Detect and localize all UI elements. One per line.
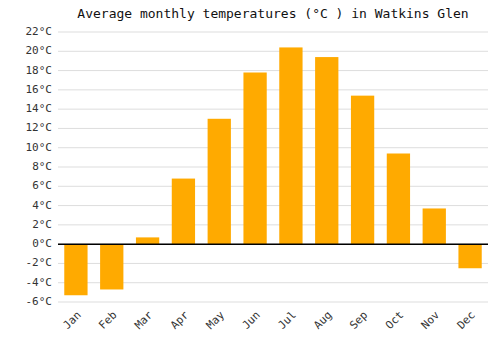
grid-line	[58, 244, 488, 245]
background	[0, 0, 500, 350]
y-tick-label: 14°C	[26, 102, 53, 115]
grid-line	[58, 89, 488, 90]
bars	[64, 47, 481, 295]
y-tick-label: 16°C	[26, 83, 53, 96]
y-tick-label: 10°C	[26, 141, 53, 154]
chart-svg: -6°C -4°C -2°C 0°C 2°C 4°C 6°C 8°C 10°C 12°C 14°C 1…	[0, 0, 500, 350]
grid-line	[58, 70, 488, 71]
grid-line	[58, 128, 488, 129]
bar	[100, 244, 123, 289]
bar	[315, 57, 338, 244]
x-tick-label: Nov	[419, 308, 443, 332]
grid-line	[58, 302, 488, 303]
x-tick-label: Jun	[240, 309, 263, 332]
x-tick-label: Jan	[60, 309, 83, 332]
bar	[64, 244, 87, 295]
bar	[243, 73, 266, 245]
grid-line	[58, 147, 488, 148]
x-tick-label: Jul	[275, 309, 298, 332]
y-tick-label: -2°C	[26, 256, 53, 269]
x-tick-label: Sep	[347, 309, 370, 332]
x-tick-label: May	[204, 308, 228, 332]
y-tick-label: 18°C	[26, 64, 53, 77]
bar	[387, 154, 410, 245]
grid-line	[58, 186, 488, 187]
x-tick-label: Oct	[383, 309, 406, 332]
grid-line	[58, 51, 488, 52]
y-tick-label: 8°C	[32, 160, 52, 173]
y-tick-label: 12°C	[26, 121, 53, 134]
x-axis: Jan Feb Mar Apr May Jun Jul Aug Sep Oct Nov Dec	[60, 308, 477, 332]
chart-container: -6°C -4°C -2°C 0°C 2°C 4°C 6°C 8°C 10°C 12°C 14°C 1…	[0, 0, 500, 350]
bar	[136, 237, 159, 244]
y-tick-label: 0°C	[32, 237, 52, 250]
grid-line	[58, 167, 488, 168]
y-axis: -6°C -4°C -2°C 0°C 2°C 4°C 6°C 8°C 10°C 12°C 14°C 1…	[26, 25, 53, 308]
x-tick-label: Aug	[311, 309, 334, 332]
grid-line	[58, 109, 488, 110]
x-tick-label: Feb	[96, 309, 119, 332]
grid	[58, 32, 488, 302]
y-tick-label: 22°C	[26, 25, 53, 38]
zero-line	[58, 243, 488, 245]
grid-line	[58, 32, 488, 33]
bar	[458, 244, 481, 268]
x-tick-label: Apr	[168, 308, 192, 332]
bar	[351, 96, 374, 245]
y-tick-label: -6°C	[26, 295, 53, 308]
y-tick-label: 20°C	[26, 44, 53, 57]
y-tick-label: -4°C	[26, 276, 53, 289]
title: Average monthly temperatures (°C ) in Wa…	[77, 6, 468, 21]
y-tick-label: 4°C	[32, 199, 52, 212]
bar	[172, 179, 195, 245]
bar	[423, 208, 446, 244]
bar	[208, 119, 231, 244]
bar	[279, 47, 302, 244]
y-tick-label: 6°C	[32, 179, 52, 192]
y-tick-label: 2°C	[32, 218, 52, 231]
x-tick-label: Mar	[132, 308, 156, 332]
x-tick-label: Dec	[455, 309, 478, 332]
grid-line	[58, 205, 488, 206]
